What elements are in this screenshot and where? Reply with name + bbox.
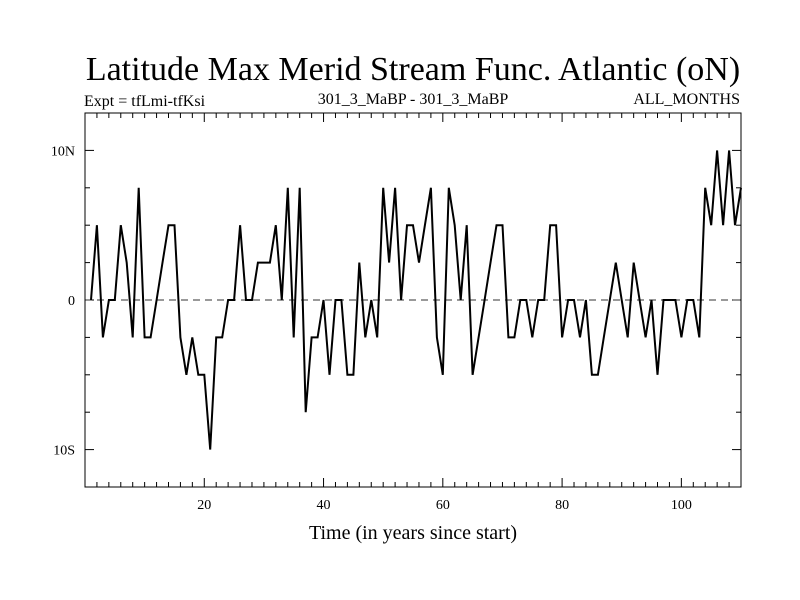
chart-title: Latitude Max Merid Stream Func. Atlantic…: [86, 51, 740, 88]
x-tick-label: 40: [317, 498, 331, 513]
months-label: ALL_MONTHS: [633, 91, 740, 108]
x-axis-label: Time (in years since start): [309, 522, 517, 544]
experiment-label: Expt = tfLmi-tfKsi: [84, 93, 206, 110]
y-tick-label: 0: [68, 294, 75, 309]
x-tick-label: 20: [197, 498, 211, 513]
series-line: [90, 150, 742, 450]
y-tick-label: 10N: [51, 144, 75, 159]
y-tick-label: 10S: [53, 444, 75, 459]
plot-frame: [84, 112, 742, 488]
x-tick-label: 100: [671, 498, 692, 513]
x-tick-label: 60: [436, 498, 450, 513]
y-axis-ticks: 10N 0 10S: [51, 144, 741, 459]
x-axis-ticks: 20 40 60 80 100: [96, 113, 730, 513]
period-label: 301_3_MaBP - 301_3_MaBP: [318, 91, 509, 108]
x-tick-label: 80: [555, 498, 569, 513]
